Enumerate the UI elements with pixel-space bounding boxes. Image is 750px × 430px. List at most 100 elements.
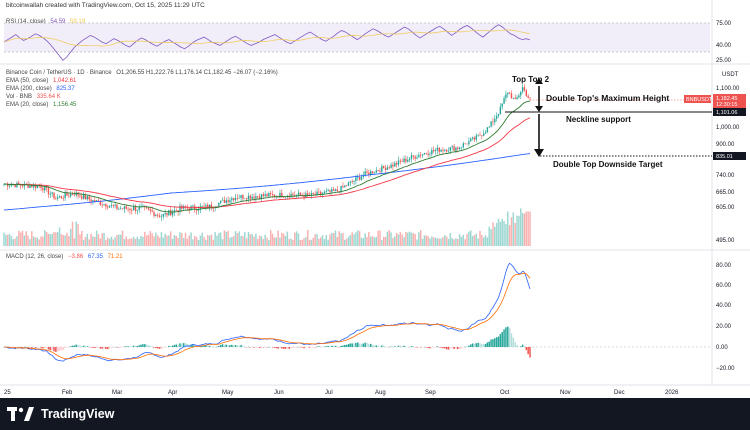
volume-bar [466, 233, 468, 246]
volume-bar [268, 239, 270, 246]
target-price-text: 835.01 [716, 154, 733, 160]
volume-bar [95, 230, 98, 246]
macd-hist-bar [158, 347, 161, 349]
neck-price-tag [713, 108, 746, 116]
candle-body [332, 189, 335, 191]
candle-body [520, 91, 522, 96]
candle-body [377, 170, 379, 171]
volume-bar [19, 232, 22, 246]
volume-bar [382, 236, 385, 246]
volume-bar [519, 208, 522, 246]
candle-body [157, 214, 159, 216]
candle-body [421, 154, 424, 156]
volume-bar [25, 231, 27, 246]
volume-bar [197, 239, 200, 246]
macd-hist-bar [510, 333, 513, 347]
macd-hist-bar [373, 345, 376, 347]
volume-bar [8, 233, 11, 246]
volume-bar [86, 233, 89, 246]
ema20-value: 1,156.45 [53, 102, 77, 108]
volume-bar [212, 239, 215, 246]
macd-hist-bar [494, 338, 496, 347]
macd-hist-bar [505, 327, 507, 347]
macd-hist-bar [92, 347, 94, 348]
vol-value: 335.64 K [36, 94, 61, 100]
volume-bar [69, 228, 72, 246]
macd-hist-bar [173, 344, 176, 347]
volume-bar [58, 227, 61, 246]
volume-bar [229, 237, 231, 246]
macd-hist-bar [58, 347, 61, 351]
candle-body [114, 204, 116, 206]
candle-body [445, 149, 448, 152]
volume-bar [412, 233, 415, 246]
macd-hist-bar [99, 347, 102, 349]
macd-hist-bar [473, 344, 476, 347]
macd-hist-bar [331, 345, 333, 347]
candle-body [351, 181, 353, 182]
volume-bar [10, 236, 13, 246]
volume-bar [112, 239, 115, 246]
macd-hist-bar [447, 347, 450, 350]
macd-hist-bar [199, 346, 202, 347]
candle-body [360, 176, 363, 180]
volume-bar [36, 237, 39, 246]
candle-body [295, 194, 298, 196]
macd-hist-bar [244, 346, 246, 347]
neck-price-text: 1,101.06 [716, 110, 737, 116]
candle-body [279, 192, 281, 198]
candle-body [173, 210, 176, 213]
macd-hist-bar [282, 347, 285, 349]
candle-body [388, 167, 390, 169]
macd-hist-bar [40, 347, 42, 348]
candle-body [51, 192, 53, 194]
macd-hist-bar [410, 346, 413, 347]
volume-bar [399, 231, 402, 246]
candle-body [495, 116, 498, 119]
candle-body [107, 206, 109, 208]
volume-bar [108, 238, 111, 246]
volume-bar [232, 236, 235, 246]
tradingview-brand: TradingView [41, 407, 115, 421]
volume-bar [158, 237, 161, 246]
candle-body [499, 106, 502, 114]
candle-body [303, 195, 305, 198]
volume-bar [84, 236, 87, 246]
macd-hist-bar [206, 346, 209, 347]
volume-bar [238, 231, 240, 246]
candle-body [14, 184, 16, 188]
volume-bar [225, 232, 227, 246]
candle-body [7, 183, 9, 187]
candle-body [34, 184, 37, 188]
macd-hist-bar [275, 347, 278, 349]
volume-bar [366, 237, 368, 246]
macd-hist-bar [512, 337, 515, 347]
volume-bar [460, 236, 463, 246]
volume-bar [188, 235, 190, 246]
volume-bar [431, 236, 433, 246]
macd-hist-bar [288, 347, 290, 349]
candle-body [488, 126, 490, 128]
candle-body [57, 197, 59, 199]
volume-bar [482, 237, 485, 246]
volume-bar [144, 231, 146, 246]
candle-body [429, 154, 431, 155]
candle-body [457, 147, 459, 149]
volume-bar [181, 233, 183, 246]
volume-bar [177, 237, 179, 246]
candle-body [423, 153, 426, 155]
candle-body [79, 195, 81, 197]
macd-hist-bar [368, 343, 370, 347]
macd-tick: 80.00 [716, 263, 732, 269]
candle-body [375, 170, 377, 173]
candle-body [381, 166, 383, 172]
candle-body [357, 177, 359, 178]
macd-hist-bar [416, 347, 418, 348]
candle-body [432, 150, 435, 152]
candle-body [60, 196, 63, 198]
volume-bars [3, 208, 531, 246]
candle-body [470, 138, 472, 142]
macd-hist-bar [479, 343, 481, 347]
volume-bar [79, 234, 81, 246]
